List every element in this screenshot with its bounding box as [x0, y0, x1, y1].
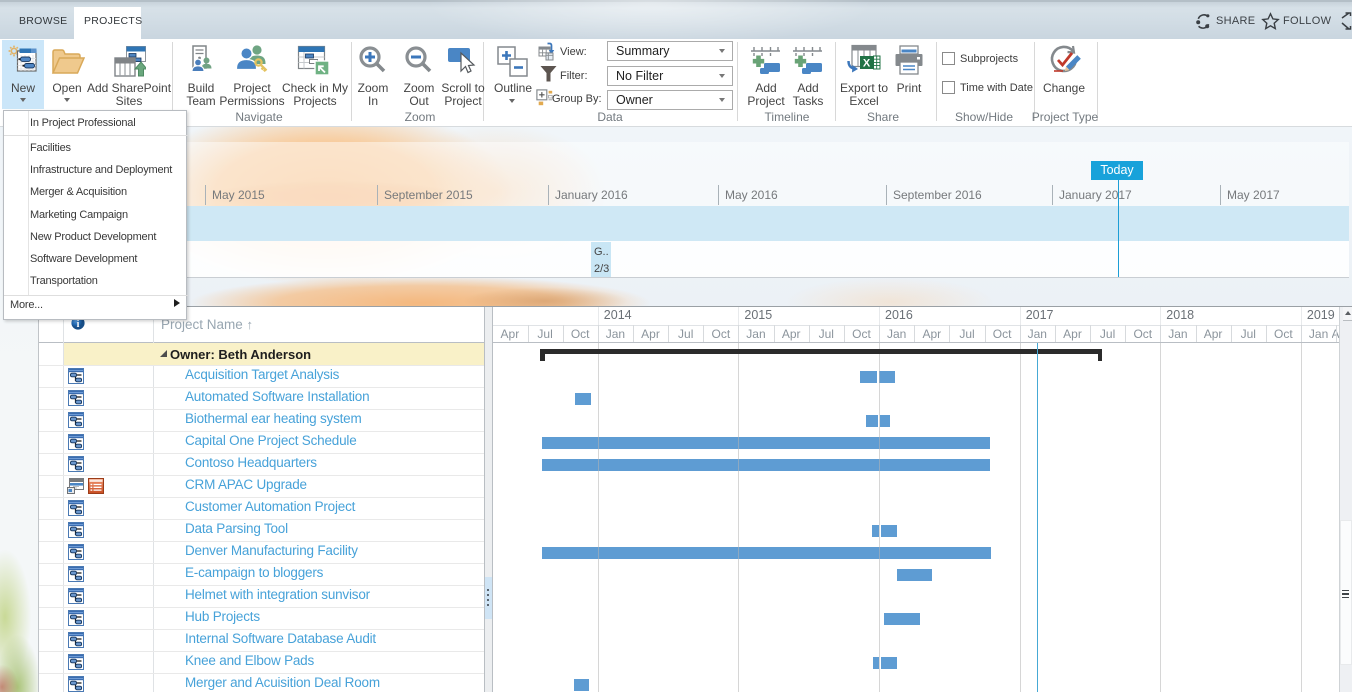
svg-text:X: X [863, 58, 871, 70]
svg-text:i: i [77, 319, 80, 330]
